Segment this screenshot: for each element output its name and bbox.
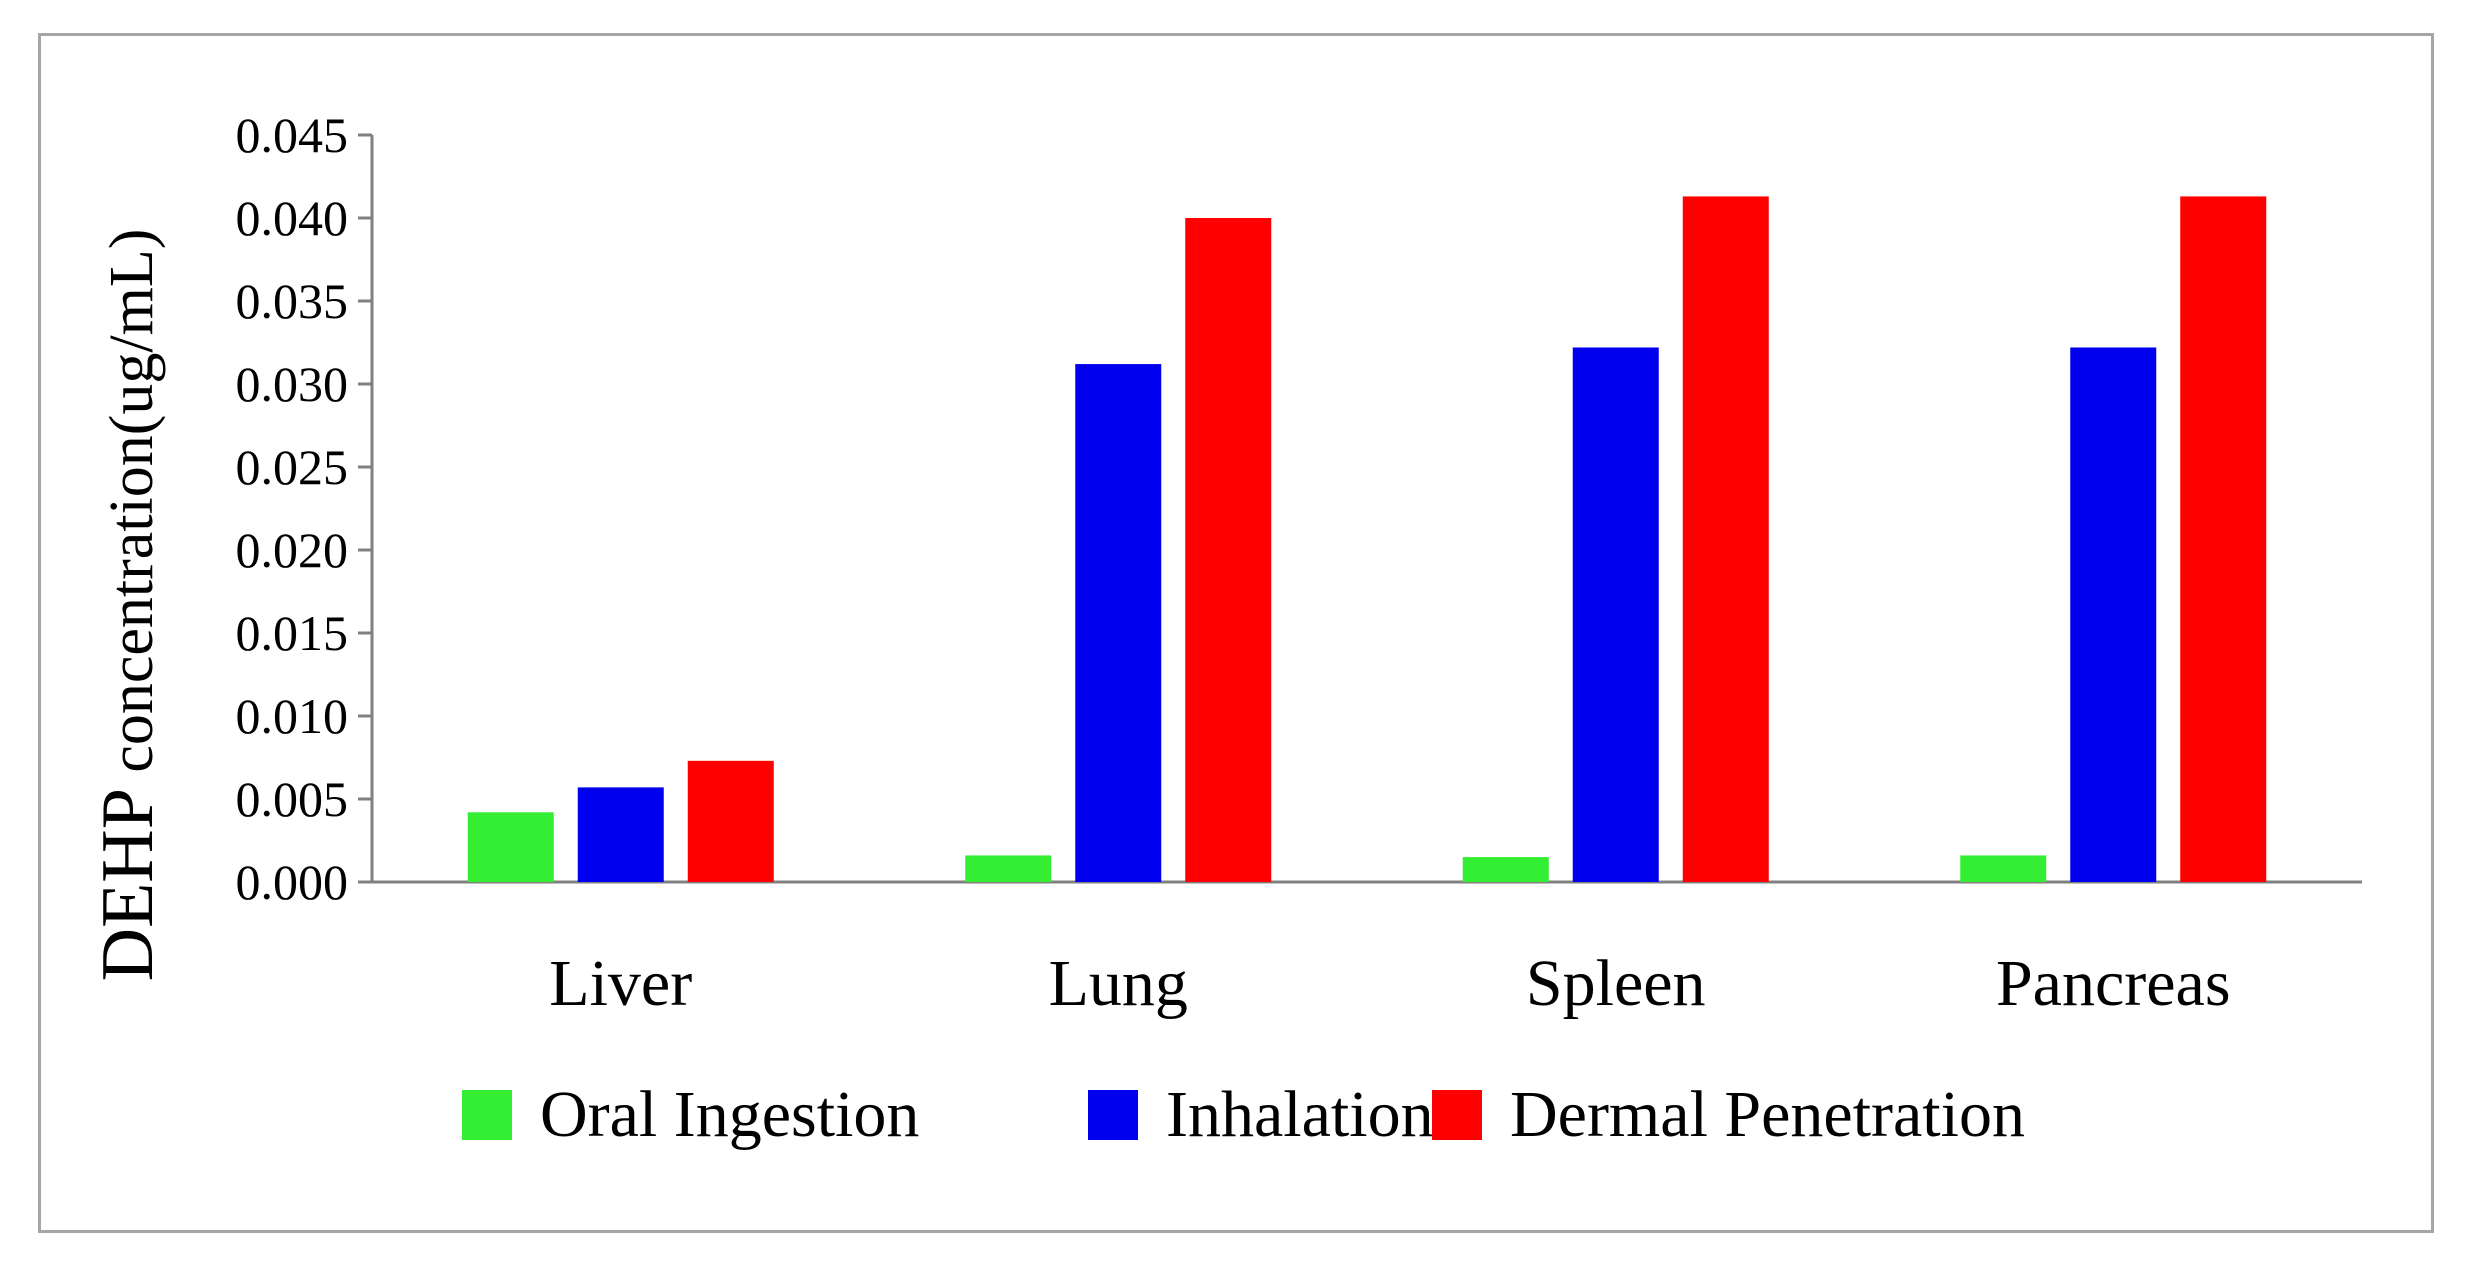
y-axis-title-prefix: DEHP xyxy=(87,788,169,981)
y-tick-label: 0.000 xyxy=(236,854,349,910)
y-tick-label: 0.025 xyxy=(236,439,349,495)
x-category-label: Spleen xyxy=(1526,947,1706,1020)
bar-inhalation-pancreas xyxy=(2070,347,2157,883)
y-tick-label: 0.020 xyxy=(236,522,349,578)
bar-dermal-penetration-spleen xyxy=(1682,196,1769,883)
legend-label: Inhalation xyxy=(1166,1078,1434,1151)
y-tick-label: 0.030 xyxy=(236,356,349,412)
legend-label: Oral Ingestion xyxy=(540,1078,919,1151)
bar-inhalation-spleen xyxy=(1572,347,1659,883)
y-axis: 0.000 0.005 0.010 0.015 0.020 0.025 0.030 0.035… xyxy=(236,107,374,910)
bars xyxy=(467,196,2267,883)
bar-dermal-penetration-liver xyxy=(687,760,774,882)
y-tick-label: 0.010 xyxy=(236,688,349,744)
y-axis-title: DEHP concentration(ug/mL) xyxy=(87,229,169,982)
bar-dermal-penetration-lung xyxy=(1185,218,1272,882)
bar-inhalation-liver xyxy=(577,787,664,882)
bar-oral-ingestion-pancreas xyxy=(1960,855,2047,882)
legend-swatch xyxy=(462,1090,512,1140)
x-category-label: Pancreas xyxy=(1996,947,2231,1020)
bar-oral-ingestion-lung xyxy=(965,855,1052,882)
x-category-label: Liver xyxy=(549,947,692,1020)
bar-oral-ingestion-spleen xyxy=(1462,857,1549,882)
legend-label: Dermal Penetration xyxy=(1510,1078,2025,1151)
bar-inhalation-lung xyxy=(1075,364,1162,883)
y-tick-label: 0.045 xyxy=(236,107,349,163)
x-category-label: Lung xyxy=(1049,947,1188,1020)
bar-oral-ingestion-liver xyxy=(467,812,554,882)
y-tick-label: 0.040 xyxy=(236,190,349,246)
legend: Oral Ingestion Inhalation Dermal Penetrati… xyxy=(462,1078,2025,1151)
legend-swatch xyxy=(1432,1090,1482,1140)
legend-swatch xyxy=(1088,1090,1138,1140)
y-tick-label: 0.015 xyxy=(236,605,349,661)
y-tick-label: 0.035 xyxy=(236,273,349,329)
y-axis-title-rest: concentration(ug/mL) xyxy=(98,229,166,789)
y-tick-label: 0.005 xyxy=(236,771,349,827)
bar-dermal-penetration-pancreas xyxy=(2180,196,2267,883)
category-labels: Liver Lung Spleen Pancreas xyxy=(549,947,2230,1020)
